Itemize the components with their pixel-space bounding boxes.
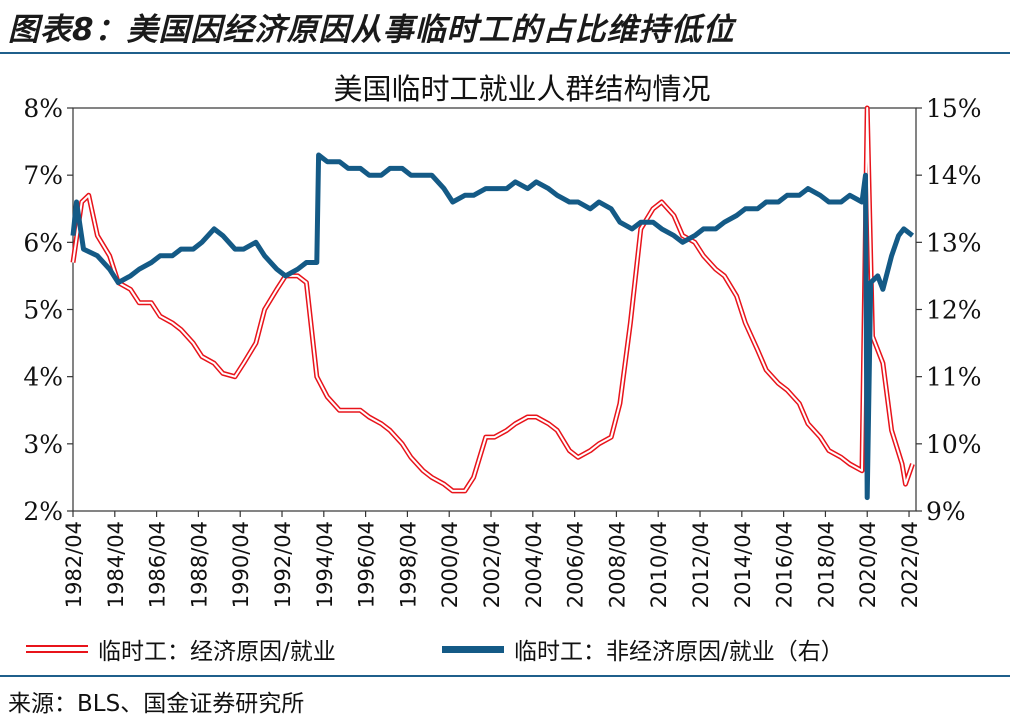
x-tick-label: 1996/04	[355, 521, 379, 608]
left-axis: 2% 3% 4% 5% 6% 7% 8%	[23, 94, 73, 526]
x-tick-label: 2002/04	[480, 521, 504, 608]
legend-label-non-economic: 临时工：非经济原因/就业（右）	[514, 639, 844, 665]
right-axis: 9% 10% 11% 12% 13% 14% 15%	[916, 94, 982, 526]
left-tick-label: 3%	[23, 430, 63, 459]
legend: 临时工：经济原因/就业 临时工：非经济原因/就业（右）	[0, 632, 1010, 672]
right-tick-label: 12%	[926, 296, 982, 325]
x-tick-label: 2004/04	[522, 521, 546, 608]
x-tick-label: 1990/04	[229, 521, 253, 608]
plot-border	[72, 107, 917, 512]
x-tick-label: 1984/04	[104, 521, 128, 608]
chart-title: 美国临时工就业人群结构情况	[333, 72, 710, 106]
left-tick-label: 8%	[23, 94, 63, 123]
left-tick-label: 7%	[23, 161, 63, 190]
legend-swatch-non-economic	[442, 645, 504, 653]
right-tick-label: 13%	[926, 228, 982, 257]
x-tick-label: 2010/04	[647, 521, 671, 608]
x-tick-label: 1988/04	[187, 521, 211, 608]
left-tick-label: 5%	[23, 296, 63, 325]
series-non-economic-line	[70, 152, 915, 501]
x-tick-label: 2022/04	[898, 521, 922, 608]
x-tick-label: 1992/04	[271, 521, 295, 608]
x-tick-label: 2016/04	[773, 521, 797, 608]
bottom-rule	[0, 675, 1010, 677]
right-tick-label: 10%	[926, 430, 982, 459]
x-tick-label: 1994/04	[313, 521, 337, 608]
top-rule	[0, 52, 1010, 54]
x-axis: 1982/04 1984/04 1986/04 1988/04 1990/04 1992/…	[62, 511, 922, 608]
plot-frame	[72, 107, 917, 512]
left-tick-label: 6%	[23, 228, 63, 257]
x-tick-label: 2012/04	[689, 521, 713, 608]
x-tick-label: 1998/04	[396, 521, 420, 608]
x-tick-label: 2018/04	[814, 521, 838, 608]
series-layer	[70, 105, 915, 501]
right-tick-label: 15%	[926, 94, 982, 123]
x-tick-label: 1982/04	[62, 521, 86, 608]
legend-swatch-economic	[26, 645, 88, 653]
chart: 美国临时工就业人群结构情况 2% 3% 4% 5% 6% 7% 8% 9% 10% 11% 12%…	[23, 72, 982, 608]
right-tick-label: 14%	[926, 161, 982, 190]
left-tick-label: 4%	[23, 363, 63, 392]
legend-item-economic: 临时工：经济原因/就业	[26, 632, 336, 666]
right-tick-label: 11%	[926, 363, 982, 392]
legend-label-economic: 临时工：经济原因/就业	[98, 639, 336, 665]
x-tick-label: 2008/04	[605, 521, 629, 608]
series-economic-line	[70, 105, 915, 494]
source-note: 来源：BLS、国金证券研究所	[8, 691, 305, 717]
series-economic-line-inner	[72, 107, 914, 492]
x-tick-label: 1986/04	[146, 521, 170, 608]
x-tick-label: 2006/04	[564, 521, 588, 608]
right-tick-label: 9%	[926, 497, 966, 526]
x-tick-label: 2020/04	[856, 521, 880, 608]
left-tick-label: 2%	[23, 497, 63, 526]
x-tick-label: 2000/04	[438, 521, 462, 608]
legend-item-non-economic: 临时工：非经济原因/就业（右）	[442, 632, 844, 666]
x-tick-label: 2014/04	[731, 521, 755, 608]
figure-title: 图表8：美国因经济原因从事临时工的占比维持低位	[8, 12, 735, 48]
